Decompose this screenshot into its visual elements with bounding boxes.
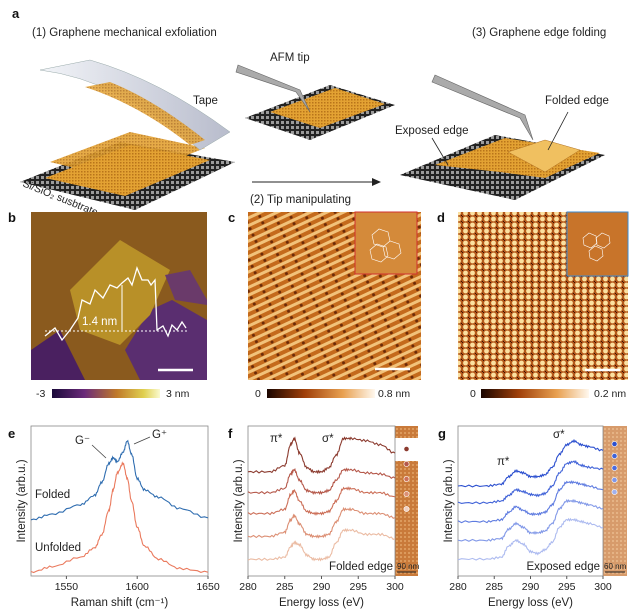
step2-label: (2) Tip manipulating [250,194,351,206]
scale-label: 90 nm [397,562,420,571]
series-line-5 [457,517,604,561]
series-line-2 [457,459,604,505]
annotation: Exposed edge [526,561,600,573]
y-axis-label: Intensity (arb.u.) [233,459,245,542]
probe-position-dot [403,446,410,452]
x-tick-label: 300 [594,581,612,593]
chart-e: 1550 1600 1650 Raman shift (cm⁻¹) Intensity … [16,425,220,609]
probe-position-dot [403,476,410,482]
tape-label: Tape [193,95,218,107]
panel-label-g: g [438,426,446,441]
colorbar-c-min: 0 [255,388,261,400]
colorbar-b [52,389,160,398]
series-line-2 [247,467,396,495]
annotation: π* [497,456,510,468]
probe-position-dot [611,477,618,483]
series-line-1 [30,439,209,521]
panel-label-f: f [228,426,233,441]
probe-position-dot [611,489,618,495]
colorbar-c-max: 0.8 nm [378,388,410,400]
x-tick-label: 285 [276,581,294,593]
probe-position-dot [403,461,410,467]
scale-label: 60 nm [604,562,627,571]
folded-edge-label: Folded edge [545,95,609,107]
colorbar-d-max: 0.2 nm [594,388,626,400]
probe-position-dot [403,506,410,512]
series-line-4 [247,506,396,539]
exposed-edge-label: Exposed edge [395,125,469,137]
annotation: σ* [322,433,334,445]
exfoliation-illustration: Tape Si/SiO₂ susbtrate [20,59,235,219]
colorbar-d-min: 0 [470,388,476,400]
x-tick-label: 1650 [196,581,220,593]
tip-illustration: AFM tip [235,52,395,140]
panel-label-e: e [8,426,15,441]
panel-label-c: c [228,210,235,225]
probe-position-dot [403,491,410,497]
series-label: Folded [35,489,70,501]
series-line-5 [247,527,396,562]
y-axis-label: Intensity (arb.u.) [16,459,28,542]
panel-label-b: b [8,210,16,225]
step1-title: (1) Graphene mechanical exfoliation [32,27,217,39]
afm-tip-label: AFM tip [270,52,310,64]
colorbar-d [481,389,589,398]
stm-image-d [458,211,629,380]
annotation: G⁺ [152,429,167,441]
x-axis-label: Energy loss (eV) [488,597,573,609]
tem-strip-g [603,426,627,576]
panel-label-d: d [437,210,445,225]
x-tick-label: 295 [349,581,367,593]
x-tick-label: 1550 [55,581,79,593]
tem-strip-f [395,426,418,576]
folding-illustration: Folded edge Exposed edge [395,74,609,200]
probe-position-dot [611,441,618,447]
stm-image-c [248,211,421,380]
plot-frame [30,425,209,577]
afm-image-b: 1.4 nm [31,212,207,380]
x-tick-label: 285 [485,581,503,593]
series-line-1 [247,436,396,475]
colorbar-b-max: 3 nm [166,388,190,400]
annotation: π* [270,433,283,445]
probe-position-dot [611,453,618,459]
x-tick-label: 300 [386,581,404,593]
step-height-label: 1.4 nm [82,316,117,328]
tip-manipulating-arrow: (2) Tip manipulating [250,178,381,206]
panel-label-a: a [12,6,20,21]
y-axis-label: Intensity (arb.u.) [443,459,455,542]
chart-f: 280 285 290 295 300 Energy loss (eV) Intensity… [233,425,420,609]
colorbar-b-min: -3 [36,388,45,400]
series-line-3 [247,486,396,516]
colorbar-c [267,389,375,398]
probe-position-dot [611,465,618,471]
x-axis-label: Energy loss (eV) [279,597,364,609]
x-tick-label: 1600 [126,581,150,593]
annotation: σ* [553,429,565,441]
x-axis-label: Raman shift (cm⁻¹) [71,597,169,609]
x-tick-label: 295 [558,581,576,593]
x-tick-label: 280 [239,581,257,593]
annotation: Folded edge [329,561,393,573]
x-tick-label: 280 [449,581,467,593]
x-tick-label: 290 [522,581,540,593]
series-line-2 [30,461,209,574]
plot-frame [457,425,604,577]
annotation: G⁻ [75,435,90,447]
series-line-4 [457,498,604,542]
step3-title: (3) Graphene edge folding [472,27,606,39]
chart-g: 280 285 290 295 300 Energy loss (eV) Intensity… [443,425,627,609]
series-line-3 [457,480,604,524]
plot-frame [247,425,396,577]
x-tick-label: 290 [313,581,331,593]
series-label: Unfolded [35,542,81,554]
series-line-1 [457,438,604,488]
